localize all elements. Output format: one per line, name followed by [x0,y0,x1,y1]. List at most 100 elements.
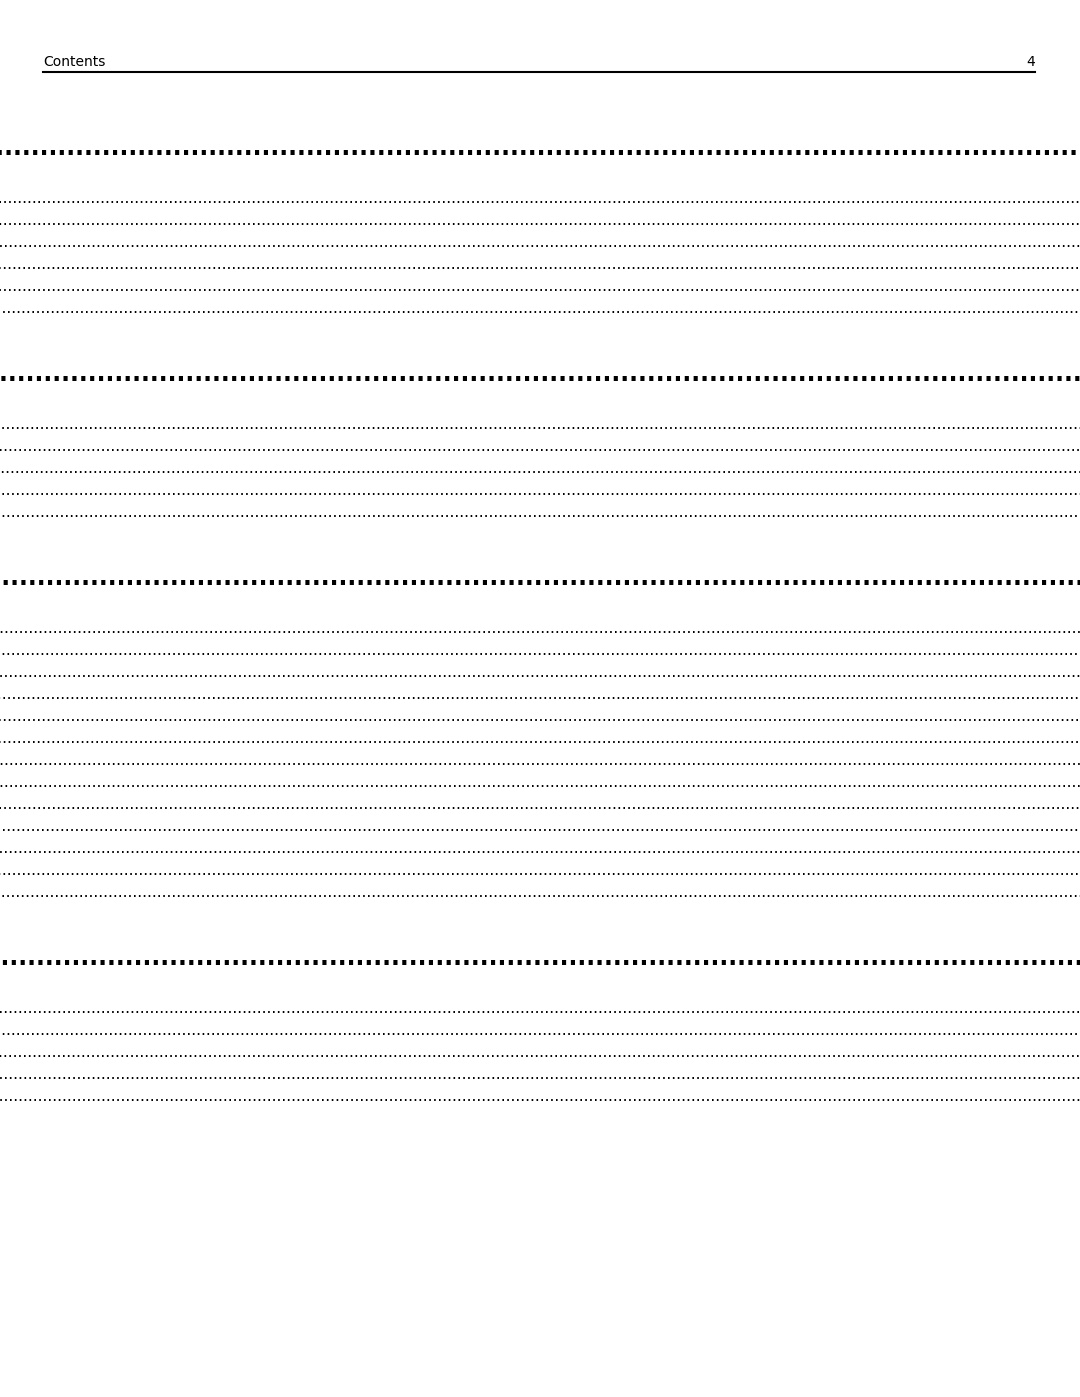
Text: Replacing supplies: Replacing supplies [85,279,228,293]
Text: [x]-page jam, remove paper, open expander rear door. Leave paper in bin. [41y.xx: [x]-page jam, remove paper, open expande… [85,863,724,877]
Text: 201: 201 [1007,1023,1035,1038]
Text: ................................................................................: ........................................… [0,798,1080,812]
Text: Contacting customer support: Contacting customer support [85,1090,309,1104]
Text: Understanding jam messages and locations: Understanding jam messages and locations [85,643,420,658]
Text: ................................................................................: ........................................… [0,819,1080,834]
Text: 184: 184 [1007,1002,1035,1016]
Text: 143: 143 [1005,191,1035,205]
Text: Moving the printer: Moving the printer [85,300,227,316]
Text: ................................................................................: ........................................… [0,1090,1080,1104]
Text: Avoiding jams: Avoiding jams [85,622,192,636]
Text: ................................................................................: ........................................… [0,710,1080,724]
Text: ................................................................................: ........................................… [0,300,1080,316]
Text: 4: 4 [1026,54,1035,68]
Text: ................................................................................: ........................................… [0,622,1080,636]
Text: 161: 161 [1005,416,1035,432]
Text: ................................................................................: ........................................… [0,1023,1080,1038]
Text: [x]-page jam, remove tray 1 to clear duplex [235–239]: [x]-page jam, remove tray 1 to clear dup… [85,753,503,768]
Text: ................................................................................: ........................................… [0,439,1080,454]
Text: Copying printer settings to other printers: Copying printer settings to other printe… [85,483,401,497]
Text: ................................................................................: ........................................… [0,136,1080,161]
Text: 174: 174 [1007,753,1035,768]
Text: ................................................................................: ........................................… [0,775,1080,789]
Text: ................................................................................: ........................................… [0,841,1080,856]
Text: Storing supplies: Storing supplies [85,257,208,272]
Text: 181: 181 [1007,863,1035,877]
Text: ................................................................................: ........................................… [0,279,1080,293]
Text: [x]-page jam, remove paper, open stapler door. Leave paper in bin. [455–457]: [x]-page jam, remove paper, open stapler… [85,819,685,834]
Text: Solving print problems: Solving print problems [85,1045,258,1060]
Text: 163: 163 [1005,622,1035,636]
Text: ................................................................................: ........................................… [0,731,1080,746]
Text: [x]-page jam, clear manual feeder [250]: [x]-page jam, clear manual feeder [250] [85,798,393,812]
Text: Checking the status of parts and supplies: Checking the status of parts and supplie… [85,212,403,228]
Text: Contents: Contents [43,54,106,68]
Text: 209: 209 [1005,1045,1035,1060]
Text: 182: 182 [1007,886,1035,900]
Text: 146: 146 [1005,235,1035,250]
Text: Ordering supplies: Ordering supplies [85,235,220,250]
Text: 158: 158 [1007,300,1035,316]
Text: Solving printer problems: Solving printer problems [85,1023,274,1038]
Text: [x]-page jam, remove standard bin jam [203]: [x]-page jam, remove standard bin jam [2… [85,731,432,746]
Text: 162: 162 [1005,483,1035,497]
Text: Understanding the printer messages: Understanding the printer messages [85,1002,366,1016]
Text: Cleaning the printer: Cleaning the printer [85,191,239,205]
Text: ................................................................................: ........................................… [0,665,1080,680]
Text: 149: 149 [1005,257,1035,272]
Text: ................................................................................: ........................................… [0,753,1080,768]
Text: ................................................................................: ........................................… [0,643,1080,658]
Text: 171: 171 [1007,710,1035,724]
Text: Embedded Web Server does not open: Embedded Web Server does not open [85,1067,376,1083]
Text: ................................................................................: ........................................… [0,461,1080,476]
Text: 143: 143 [986,136,1035,161]
Text: ................................................................................: ........................................… [0,1002,1080,1016]
Text: Finding advanced networking and administrator information: Finding advanced networking and administ… [85,416,545,432]
Text: [x]-page jam, lift front cover to remove cartridge [200–201]: [x]-page jam, lift front cover to remove… [85,665,542,680]
Text: 176: 176 [1005,798,1035,812]
Text: 175: 175 [1007,775,1035,789]
Text: 235: 235 [1005,1090,1035,1104]
Text: 165: 165 [1005,643,1035,658]
Text: ................................................................................: ........................................… [0,416,1080,432]
Text: ................................................................................: ........................................… [0,483,1080,497]
Text: Accessing the remote control panel: Accessing the remote control panel [85,439,356,454]
Text: 177: 177 [1007,819,1035,834]
Text: ................................................................................: ........................................… [0,257,1080,272]
Text: [x]-page jam, remove paper, open finisher rear door. Leave paper in bin. [451]: [x]-page jam, remove paper, open finishe… [85,841,688,856]
Text: ................................................................................: ........................................… [0,362,1080,386]
Text: ................................................................................: ........................................… [0,1067,1080,1083]
Text: 161: 161 [1005,461,1035,476]
Text: ................................................................................: ........................................… [0,235,1080,250]
Text: 235: 235 [1005,1067,1035,1083]
Text: ................................................................................: ........................................… [0,504,1080,520]
Text: 144: 144 [1007,212,1035,228]
Text: 170: 170 [1007,687,1035,703]
Text: 162: 162 [1005,504,1035,520]
Text: Clearing jams: Clearing jams [43,566,225,590]
Text: 180: 180 [1007,841,1035,856]
Text: ................................................................................: ........................................… [0,863,1080,877]
Text: 184: 184 [986,946,1035,970]
Text: 167: 167 [1005,665,1035,680]
Text: [x]-page jam, open upper rear door [202]: [x]-page jam, open upper rear door [202] [85,687,403,703]
Text: ................................................................................: ........................................… [0,946,1080,970]
Text: Managing the printer: Managing the printer [43,362,327,386]
Text: [x]-page jam, remove paper, open mailbox rear door. Leave paper in bin. [43y.xx]: [x]-page jam, remove paper, open mailbox… [85,886,712,900]
Text: ................................................................................: ........................................… [0,687,1080,703]
Text: ................................................................................: ........................................… [0,886,1080,900]
Text: 161: 161 [986,362,1035,386]
Text: ................................................................................: ........................................… [0,191,1080,205]
Text: [x]-page jam, open tray [x] [24x]: [x]-page jam, open tray [x] [24x] [85,775,338,789]
Text: ................................................................................: ........................................… [0,212,1080,228]
Text: [x]-page jam, open upper and lower rear door [231–234]: [x]-page jam, open upper and lower rear … [85,710,519,724]
Text: Troubleshooting: Troubleshooting [43,946,259,970]
Text: 163: 163 [986,566,1035,590]
Text: ................................................................................: ........................................… [0,1045,1080,1060]
Text: 149: 149 [1005,279,1035,293]
Text: Restoring factory default settings: Restoring factory default settings [85,504,341,520]
Text: Modifying confidential print settings: Modifying confidential print settings [85,461,361,476]
Text: 161: 161 [1005,439,1035,454]
Text: 173: 173 [1005,731,1035,746]
Text: ................................................................................: ........................................… [0,566,1080,590]
